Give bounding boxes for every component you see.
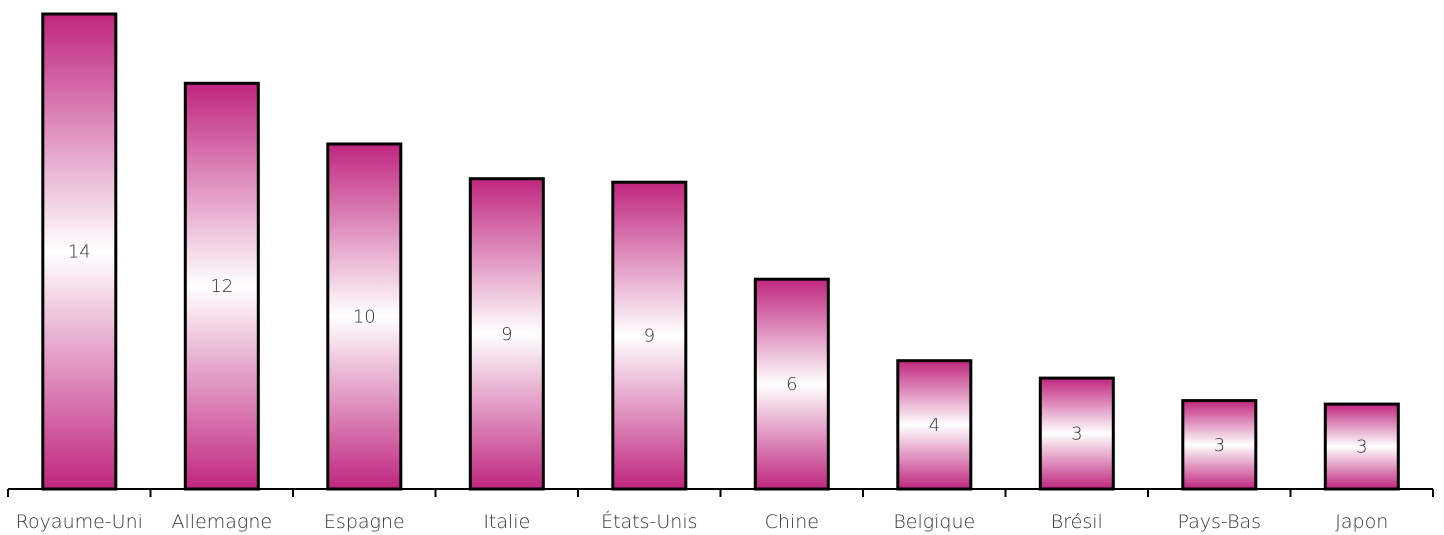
x-tick-label-italie: Italie <box>483 511 530 533</box>
data-label-espagne: 10 <box>353 307 376 328</box>
data-label-belgique: 4 <box>929 415 940 436</box>
data-label-chine: 6 <box>786 374 797 395</box>
x-tick-label-bresil: Brésil <box>1051 511 1103 533</box>
x-tick-label-pays-bas: Pays-Bas <box>1178 511 1262 533</box>
data-label-bresil: 3 <box>1071 424 1082 445</box>
x-tick-label-espagne: Espagne <box>324 511 405 533</box>
x-tick-label-japon: Japon <box>1335 511 1388 533</box>
bar-allemagne <box>183 81 260 491</box>
data-label-allemagne: 12 <box>210 276 233 297</box>
bar-royaume-uni <box>41 12 118 491</box>
bar-chine <box>753 277 830 491</box>
x-tick-label-chine: Chine <box>765 511 819 533</box>
x-tick-label-royaume-uni: Royaume-Uni <box>16 511 143 533</box>
x-tick-label-belgique: Belgique <box>893 511 975 533</box>
data-label-etats-unis: 9 <box>644 326 655 347</box>
bar-japon <box>1323 402 1400 491</box>
data-label-royaume-uni: 14 <box>68 242 91 263</box>
data-label-pays-bas: 3 <box>1214 435 1225 456</box>
data-label-italie: 9 <box>501 324 512 345</box>
bar-italie <box>468 177 545 491</box>
x-tick-label-etats-unis: États-Unis <box>601 510 697 533</box>
x-axis <box>7 488 1434 497</box>
x-tick-label-allemagne: Allemagne <box>172 511 273 533</box>
bars-layer <box>41 12 1400 491</box>
labels-layer: 14 Royaume-Uni 12 Allemagne 10 Espagne 9 Italie… <box>16 242 1389 534</box>
data-label-japon: 3 <box>1356 437 1367 458</box>
bar-bresil <box>1038 376 1115 491</box>
